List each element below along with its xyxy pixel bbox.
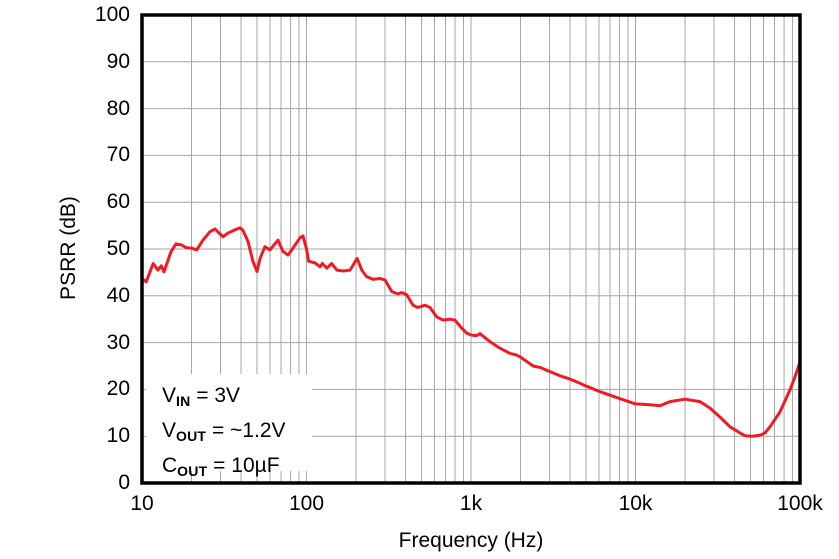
- y-tick-label: 40: [106, 283, 130, 307]
- x-tick-label: 10k: [618, 492, 653, 515]
- x-tick-label: 100k: [777, 492, 823, 515]
- annotation-line-cout: COUT = 10µF: [162, 454, 280, 479]
- x-tick-label: 100: [288, 492, 325, 515]
- y-tick-label: 10: [106, 424, 130, 448]
- y-tick-label: 100: [94, 3, 130, 26]
- y-tick-label: 80: [106, 96, 130, 120]
- psrr-curve: [140, 226, 802, 438]
- annotation-mask: [146, 374, 312, 471]
- y-tick-label: 30: [106, 330, 130, 354]
- y-tick-label: 90: [106, 49, 130, 73]
- annotation-line-vin: VIN = 3V: [162, 384, 241, 409]
- x-tick-label: 1k: [459, 492, 483, 515]
- plot-border: [140, 13, 802, 485]
- y-tick-label: 60: [106, 190, 130, 214]
- x-axis-title: Frequency (Hz): [398, 529, 544, 552]
- y-tick-label: 0: [118, 471, 130, 494]
- annotation-line-vout: VOUT = ~1.2V: [162, 419, 286, 444]
- conditions-annotation: VIN = 3V VOUT = ~1.2V COUT = 10µF: [162, 381, 286, 486]
- y-tick-label: 20: [106, 377, 130, 401]
- y-tick-label: 50: [106, 237, 130, 260]
- y-tick-label: 70: [106, 143, 130, 167]
- x-tick-label: 10: [130, 492, 154, 515]
